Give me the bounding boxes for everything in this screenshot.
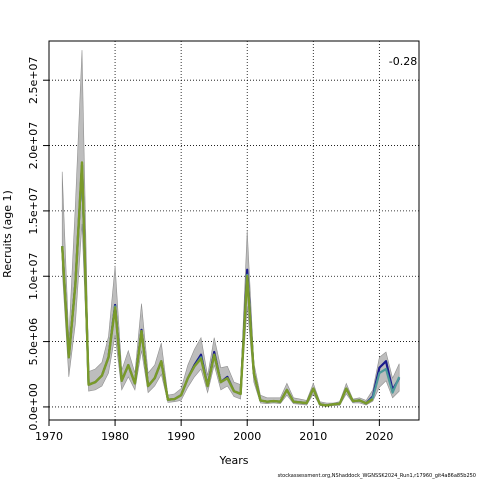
- confidence-band-area: [61, 50, 400, 407]
- y-axis-title: Recruits (age 1): [1, 190, 14, 278]
- y-tick-label: 1.5e+07: [27, 187, 40, 234]
- axes: 1970 1980 1990 2000 2010 2020 0.0e+00 5.0e+06 1.…: [27, 56, 393, 443]
- x-tick-label: 2010: [299, 430, 327, 443]
- plot-frame: [48, 40, 420, 421]
- series-lines: [61, 161, 401, 407]
- y-tick-label: 5.0e+06: [27, 318, 40, 365]
- x-tick-label: 2020: [365, 430, 393, 443]
- y-tick-label: 1.0e+07: [27, 252, 40, 299]
- footer-text: stockassessment.org,NShaddock_WGNSSK2024…: [278, 473, 476, 479]
- confidence-band: [61, 50, 400, 407]
- x-tick-label: 2000: [233, 430, 261, 443]
- annotation-text: -0.28: [389, 55, 417, 68]
- x-axis-title: Years: [218, 454, 248, 467]
- series-line-2: [61, 164, 401, 407]
- y-tick-label: 2.5e+07: [27, 56, 40, 103]
- x-tick-label: 1980: [101, 430, 129, 443]
- series-line-3: [61, 161, 374, 407]
- series-line-1: [61, 164, 401, 407]
- y-tick-label: 2.0e+07: [27, 122, 40, 169]
- x-tick-label: 1990: [167, 430, 195, 443]
- y-tick-label: 0.0e+00: [27, 383, 40, 430]
- x-tick-label: 1970: [35, 430, 63, 443]
